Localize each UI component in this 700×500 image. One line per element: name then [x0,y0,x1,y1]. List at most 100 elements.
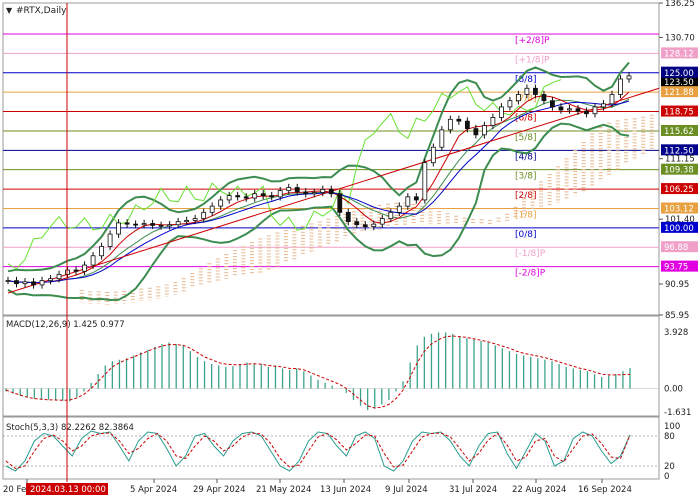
stoch-panel-frame [2,416,660,480]
candle-body [337,193,343,213]
candle-body [456,118,462,122]
murrey-label: [-2/8]P [515,269,546,279]
chikou-span-group [7,79,562,270]
price-tag-bg [661,144,698,156]
candle-body [158,224,164,227]
candle-body [209,205,215,213]
stoch-label: Stoch(5,3,3) 82.2262 82.3864 [6,423,134,433]
candle-body [99,246,104,257]
candle-body [422,162,428,201]
ma-fast [7,91,630,284]
price-tick-label: 111.15 [665,155,695,165]
time-tick-label: 5 Apr 2024 [130,485,177,495]
price-tag-bg [661,202,698,214]
candle-body [396,205,402,213]
candle-body [575,108,581,112]
candle-body [133,223,139,226]
candle-body [73,269,79,272]
candle-body [354,221,360,226]
candle-body [490,117,496,126]
murrey-label: [3/8] [515,172,537,182]
time-tick-label: 16 Sep 2024 [578,485,632,495]
price-tag-bg [661,105,698,117]
price-tag-bg [661,47,698,59]
murrey-label: [-1/8]P [515,249,546,259]
candle-body [584,110,589,115]
price-tick-label: 136.25 [665,0,695,9]
murrey-label: [2/8] [515,191,537,201]
macd-label: MACD(12,26,9) 1.425 0.977 [6,320,125,330]
price-tick-label: 100.00 [664,224,694,234]
cursor-time-label: 2024.03.13 00:00 [30,485,106,495]
candle-body [22,281,28,285]
murrey-label: [4/8] [515,152,537,162]
candle-body [439,129,445,148]
cursor-time-box [26,483,108,495]
ma-slow [7,100,630,284]
lagging-span [7,79,562,270]
candle-body [464,120,470,130]
candle-body [65,269,70,275]
candle-body [533,87,538,95]
time-tick-label: 29 Apr 2024 [193,485,246,495]
candle-body [430,146,436,164]
price-tick-label: 109.38 [664,166,694,176]
candle-body [345,211,351,223]
macd-tick-label: -1.631 [664,408,691,418]
murrey-label: [8/8] [515,75,537,85]
stoch-tick-label: 80 [664,432,675,442]
candle-body [541,94,547,102]
murrey-levels-group: [+2/8]P [+1/8]P [8/8] [7/8] [6/8] [5/8] [4/8] [… [3,33,659,279]
candle-body [141,223,147,226]
candle-body [14,280,19,285]
stoch-tick-label: 20 [664,462,675,472]
bollinger-lower [7,122,630,302]
candle-body [609,94,615,105]
candle-body [567,108,572,111]
candle-body [90,255,96,266]
candle-body [601,103,606,108]
murrey-label: [5/8] [515,133,537,143]
price-tick-label: 101.40 [665,215,695,225]
price-tick-label: 128.12 [664,49,694,59]
macd-group: 3.928 0.00 -1.631 [3,328,691,418]
candle-body [269,195,275,198]
candle-body [277,190,283,198]
chart-title: #RTX,Daily [16,6,67,16]
candle-body [626,75,632,80]
stoch-tick-label: 0 [664,472,669,482]
price-tag-bg [661,86,698,98]
candle-body [124,222,130,225]
candle-body [413,196,419,201]
time-tick-label: 31 Jul 2024 [449,485,497,495]
price-tag-bg [661,260,698,272]
candle-body [473,128,479,136]
price-tag-bg [661,183,698,195]
candle-body [150,223,156,226]
candle-body [592,106,598,115]
candle-body [218,199,224,207]
time-tick-label: 9 Jul 2024 [385,485,428,495]
candle-body [167,224,173,227]
candle-body [56,273,62,280]
macd-panel-frame [2,315,660,417]
title-triangle-icon: ▼ [6,6,13,15]
murrey-label: [7/8] [515,94,537,104]
candle-body [405,196,411,207]
price-tick-label: 96.88 [664,243,688,253]
candle-body [184,220,190,223]
candle-body [107,233,113,247]
stoch-d-line [5,432,631,470]
murrey-label: [1/8] [515,210,537,220]
candle-body [243,196,249,199]
candle-body [201,211,207,219]
candle-body [362,224,368,228]
price-tick-label: 115.62 [664,127,694,137]
candle-body [516,94,521,102]
candle-body [192,218,198,221]
price-tick-label: 118.75 [664,108,694,118]
candle-body [260,193,266,196]
